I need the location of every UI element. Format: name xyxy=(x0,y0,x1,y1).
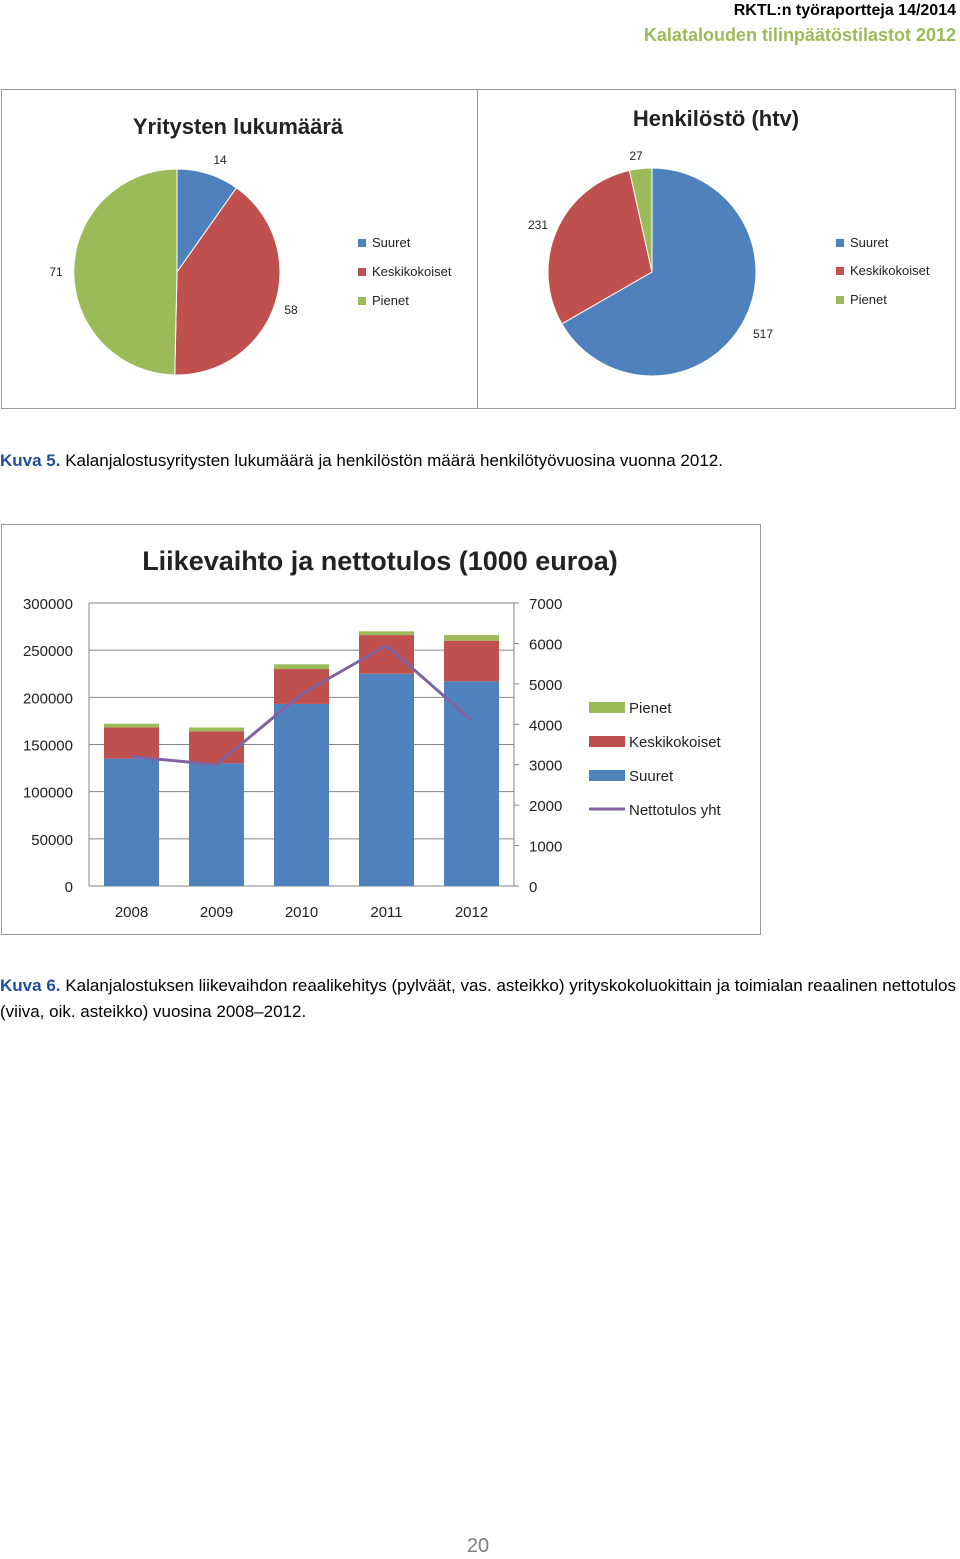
figure6-caption-label: Kuva 6. xyxy=(0,976,61,995)
y2-tick-label: 6000 xyxy=(529,636,562,653)
y2-tick-label: 4000 xyxy=(529,717,562,734)
figure5-caption: Kuva 5. Kalanjalostusyritysten lukumäärä… xyxy=(0,448,723,474)
y-tick-label: 250000 xyxy=(23,643,73,660)
legend-label-keskikokoiset: Keskikokoiset xyxy=(629,734,722,751)
pie-personnel-slice-suuret xyxy=(561,167,757,377)
pie-companies-label-keskikokoiset: 58 xyxy=(284,303,298,317)
legend-swatch-keskikokoiset xyxy=(836,267,844,275)
pie-personnel-legend: Suuret Keskikokoiset Pienet xyxy=(836,235,930,307)
y2-tick-label: 1000 xyxy=(529,839,562,856)
bar-keskikokoiset-2008 xyxy=(104,727,159,759)
pie-chart-personnel-svg: Henkilöstö (htv) 517 231 27 Suuret Keski… xyxy=(528,106,930,377)
y2-tick-label: 2000 xyxy=(529,798,562,815)
bar-keskikokoiset-2011 xyxy=(359,635,414,674)
pie-personnel-label-keskikokoiset: 231 xyxy=(528,218,548,232)
bar-suuret-2009 xyxy=(189,763,244,886)
bar-chart-revenue: Liikevaihto ja nettotulos (1000 euroa) 0… xyxy=(1,524,761,935)
pie-personnel-slice-keskikokoiset xyxy=(547,169,653,325)
report-title: Kalatalouden tilinpäätöstilastot 2012 xyxy=(643,25,956,45)
y2-tick-label: 0 xyxy=(529,879,537,896)
bar-keskikokoiset-2012 xyxy=(444,640,499,682)
figure5-caption-label: Kuva 5. xyxy=(0,451,61,470)
bar-suuret-2010 xyxy=(274,703,329,886)
y2-tick-label: 5000 xyxy=(529,677,562,694)
figure6-caption: Kuva 6. Kalanjalostuksen liikevaihdon re… xyxy=(0,973,956,1025)
pie-companies-legend: Suuret Keskikokoiset Pienet xyxy=(358,235,452,308)
y-tick-label: 300000 xyxy=(23,596,73,613)
legend-label-nettotulos: Nettotulos yht xyxy=(629,802,722,819)
bar-suuret-2011 xyxy=(359,673,414,886)
bar-keskikokoiset-2009 xyxy=(189,731,244,764)
legend-swatch-keskikokoiset xyxy=(589,736,625,747)
pie-personnel-label-pienet: 27 xyxy=(629,149,643,163)
bar-suuret-2012 xyxy=(444,681,499,886)
legend-swatch-pienet xyxy=(836,296,844,304)
legend-label-keskikokoiset: Keskikokoiset xyxy=(850,263,930,278)
figure6-caption-text: Kalanjalostuksen liikevaihdon reaalikehi… xyxy=(0,976,956,1021)
bar-suuret-2008 xyxy=(104,758,159,886)
legend-label-suuret: Suuret xyxy=(372,235,411,250)
y-tick-label: 50000 xyxy=(31,832,73,849)
page-number: 20 xyxy=(466,1535,490,1557)
legend-swatch-keskikokoiset xyxy=(358,268,366,276)
legend-label-suuret: Suuret xyxy=(850,235,889,250)
bar-pienet-2011 xyxy=(359,631,414,636)
pie-companies-label-suuret: 14 xyxy=(213,153,227,167)
bar-chart-title: Liikevaihto ja nettotulos (1000 euroa) xyxy=(142,546,618,576)
pie-personnel-label-suuret: 517 xyxy=(753,327,773,341)
bar-chart-legend: Pienet Keskikokoiset Suuret Nettotulos y… xyxy=(589,700,722,819)
legend-swatch-suuret xyxy=(836,239,844,247)
legend-swatch-pienet xyxy=(589,702,625,713)
legend-label-pienet: Pienet xyxy=(629,700,672,717)
pie-personnel-slice-pienet xyxy=(628,167,653,273)
pie-personnel-title: Henkilöstö (htv) xyxy=(633,106,799,131)
legend-label-pienet: Pienet xyxy=(850,292,887,307)
bar-pienet-2009 xyxy=(189,727,244,732)
figure5-caption-text: Kalanjalostusyritysten lukumäärä ja henk… xyxy=(65,451,723,470)
legend-label-keskikokoiset: Keskikokoiset xyxy=(372,264,452,279)
y-tick-label: 0 xyxy=(65,879,73,896)
legend-swatch-suuret xyxy=(358,239,366,247)
x-tick-label: 2009 xyxy=(200,904,233,921)
pie-chart-companies: Yritysten lukumäärä 14 58 71 Suuret Kesk… xyxy=(1,89,478,409)
bar-keskikokoiset-2010 xyxy=(274,669,329,704)
series-title: RKTL:n työraportteja 14/2014 xyxy=(733,2,956,19)
y-tick-label: 100000 xyxy=(23,785,73,802)
pie-chart-companies-svg: Yritysten lukumäärä 14 58 71 Suuret Kesk… xyxy=(49,114,452,376)
legend-swatch-pienet xyxy=(358,297,366,305)
bar-pienet-2008 xyxy=(104,723,159,728)
x-tick-label: 2010 xyxy=(285,904,318,921)
y2-tick-label: 3000 xyxy=(529,758,562,775)
pie-companies-slice-pienet xyxy=(73,168,178,376)
line-nettotulos xyxy=(131,644,473,767)
y-tick-label: 150000 xyxy=(23,738,73,755)
x-tick-label: 2012 xyxy=(455,904,488,921)
pie-companies-slice-keskikokoiset xyxy=(174,187,281,376)
pie-chart-personnel: Henkilöstö (htv) 517 231 27 Suuret Keski… xyxy=(477,89,956,409)
pie-companies-title: Yritysten lukumäärä xyxy=(133,114,344,139)
legend-swatch-suuret xyxy=(589,770,625,781)
legend-label-suuret: Suuret xyxy=(629,768,674,785)
bar-pienet-2010 xyxy=(274,664,329,670)
legend-label-pienet: Pienet xyxy=(372,293,409,308)
x-tick-label: 2008 xyxy=(115,904,148,921)
x-tick-label: 2011 xyxy=(370,904,402,921)
y2-tick-label: 7000 xyxy=(529,596,562,613)
bar-chart-revenue-svg: Liikevaihto ja nettotulos (1000 euroa) 0… xyxy=(23,546,722,921)
bar-pienet-2012 xyxy=(444,635,499,641)
y-tick-label: 200000 xyxy=(23,690,73,707)
pie-companies-label-pienet: 71 xyxy=(49,265,63,279)
